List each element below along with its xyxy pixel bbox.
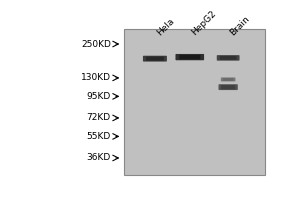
Text: 72KD: 72KD xyxy=(87,113,111,122)
Text: Hela: Hela xyxy=(155,16,176,37)
Text: 95KD: 95KD xyxy=(86,92,111,101)
FancyBboxPatch shape xyxy=(220,56,237,60)
Text: 250KD: 250KD xyxy=(81,40,111,49)
FancyBboxPatch shape xyxy=(221,77,236,81)
Text: Brain: Brain xyxy=(228,14,251,37)
Text: 130KD: 130KD xyxy=(81,73,111,82)
Text: 36KD: 36KD xyxy=(86,153,111,162)
FancyBboxPatch shape xyxy=(176,54,204,60)
Bar xyxy=(124,29,266,175)
FancyBboxPatch shape xyxy=(221,85,235,89)
FancyBboxPatch shape xyxy=(179,55,200,59)
FancyBboxPatch shape xyxy=(143,56,167,62)
FancyBboxPatch shape xyxy=(218,84,238,90)
FancyBboxPatch shape xyxy=(146,57,164,61)
FancyBboxPatch shape xyxy=(223,78,233,81)
Text: HepG2: HepG2 xyxy=(190,9,218,37)
FancyBboxPatch shape xyxy=(217,55,239,61)
Text: 55KD: 55KD xyxy=(86,132,111,141)
